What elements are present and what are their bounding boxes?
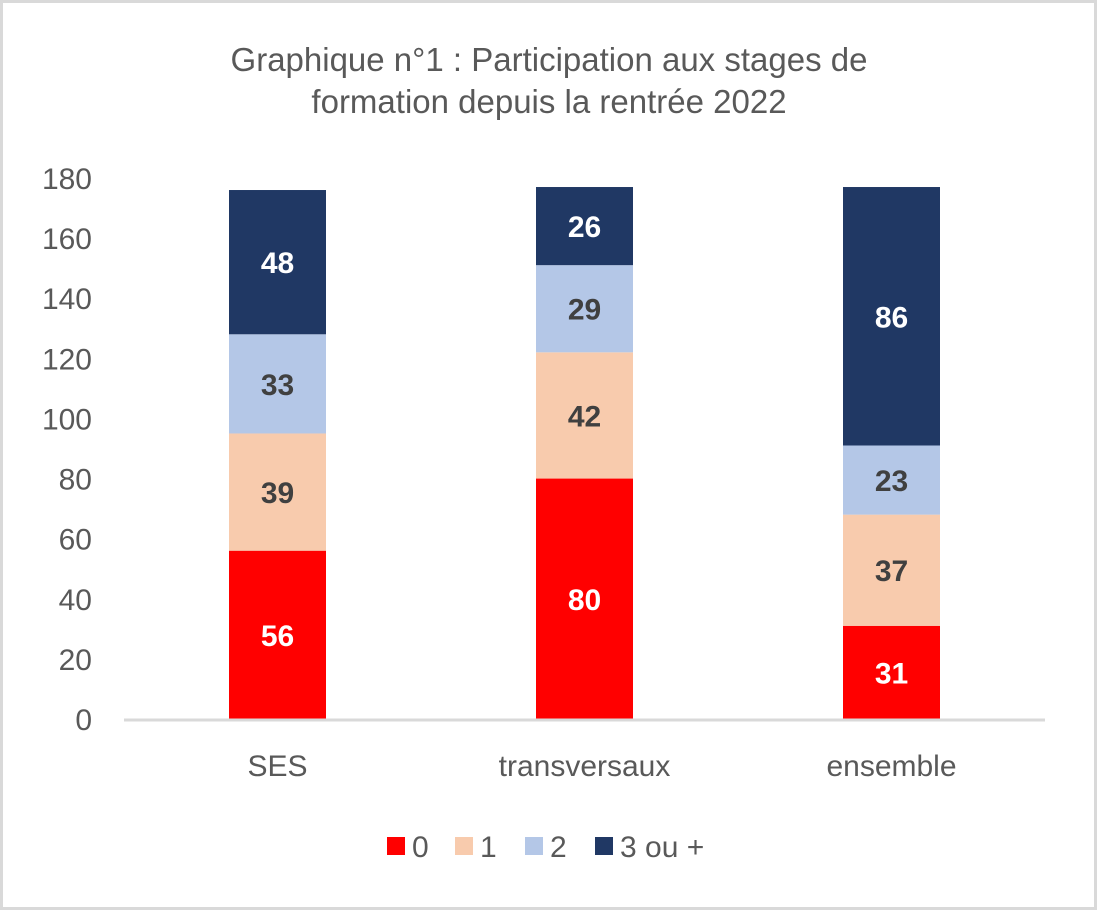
- y-tick-label: 120: [42, 343, 92, 376]
- y-tick-label: 140: [42, 283, 92, 316]
- legend-item: 2: [525, 831, 567, 864]
- legend-label: 1: [480, 831, 497, 864]
- data-label: 39: [261, 477, 294, 510]
- legend: 0 1 2 3 ou +: [387, 831, 704, 864]
- legend-swatch: [455, 837, 473, 855]
- bar-segment: [536, 478, 633, 719]
- bar-segment: [536, 265, 633, 353]
- data-label: 37: [875, 555, 908, 588]
- data-label: 33: [261, 369, 294, 402]
- bar-segment: [843, 187, 940, 446]
- legend-label: 3 ou +: [620, 831, 704, 864]
- legend-swatch: [595, 837, 613, 855]
- y-axis: 0 20 40 60 80 100 120 140 160 180: [42, 163, 92, 737]
- y-tick-label: 0: [75, 704, 92, 737]
- data-label: 29: [568, 294, 601, 327]
- data-label: 42: [568, 400, 601, 433]
- bar-segment: [843, 514, 940, 626]
- bar-segment: [229, 334, 326, 434]
- bar-stack-SES: 56 39 33 48: [229, 190, 326, 719]
- legend-item: 0: [387, 831, 429, 864]
- y-tick-label: 180: [42, 163, 92, 196]
- data-label: 86: [875, 301, 908, 334]
- bar-segment: [536, 352, 633, 479]
- legend-swatch: [525, 837, 543, 855]
- y-tick-label: 40: [59, 584, 92, 617]
- bar-segment: [536, 187, 633, 266]
- y-tick-label: 80: [59, 464, 92, 497]
- y-tick-label: 160: [42, 223, 92, 256]
- bar-stack-transversaux: 80 42 29 26: [536, 187, 633, 719]
- legend-label: 2: [550, 831, 567, 864]
- data-label: 31: [875, 657, 908, 690]
- data-label: 23: [875, 465, 908, 498]
- data-label: 80: [568, 584, 601, 617]
- legend-label: 0: [412, 831, 429, 864]
- x-tick-label: transversaux: [499, 750, 671, 783]
- chart-title-line-2: formation depuis la rentrée 2022: [311, 83, 786, 120]
- data-label: 48: [261, 247, 294, 280]
- legend-item: 1: [455, 831, 497, 864]
- bar-segment: [843, 445, 940, 515]
- y-tick-label: 60: [59, 524, 92, 557]
- data-label: 26: [568, 211, 601, 244]
- legend-item: 3 ou +: [595, 831, 704, 864]
- bars: 56 39 33 48 80 42 29 26 31 37 23 86: [229, 187, 940, 719]
- legend-swatch: [387, 837, 405, 855]
- y-tick-label: 20: [59, 644, 92, 677]
- bar-segment: [229, 433, 326, 551]
- x-axis: SES transversaux ensemble: [247, 750, 956, 783]
- chart-title: Graphique n°1 : Participation aux stages…: [231, 41, 868, 120]
- x-tick-label: SES: [247, 750, 307, 783]
- bar-segment: [843, 625, 940, 719]
- bar-segment: [229, 550, 326, 719]
- x-tick-label: ensemble: [826, 750, 956, 783]
- bar-segment: [229, 190, 326, 335]
- data-label: 56: [261, 620, 294, 653]
- chart-title-line-1: Graphique n°1 : Participation aux stages…: [231, 41, 868, 78]
- bar-stack-ensemble: 31 37 23 86: [843, 187, 940, 719]
- y-tick-label: 100: [42, 403, 92, 436]
